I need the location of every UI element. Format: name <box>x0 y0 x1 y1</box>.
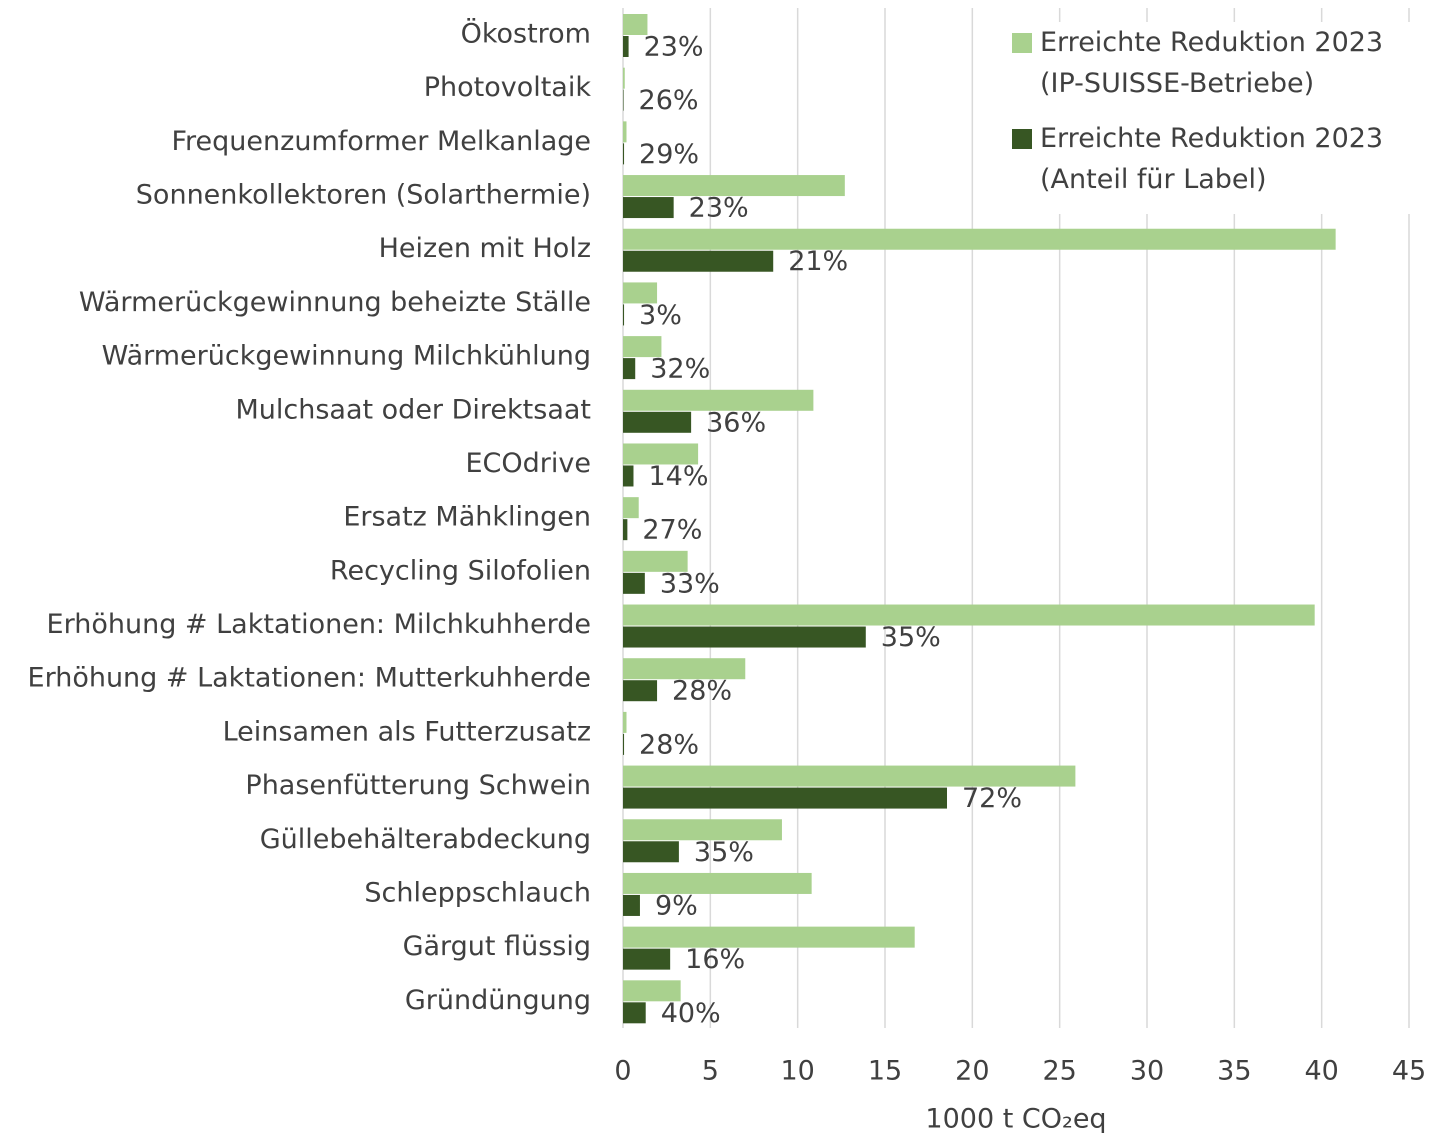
bar <box>623 894 640 916</box>
x-tick-label: 10 <box>780 1056 814 1087</box>
data-label: 35% <box>694 837 754 868</box>
y-tick-label: Erhöhung # Laktationen: Mutterkuhherde <box>28 663 591 694</box>
data-label: 36% <box>706 407 766 438</box>
bar <box>623 197 674 219</box>
y-tick-label: Frequenzumformer Melkanlage <box>171 126 591 157</box>
bar <box>623 443 699 465</box>
legend-item: Erreichte Reduktion 2023 (IP-SUISSE-Betr… <box>1012 22 1412 104</box>
x-tick-label: 45 <box>1392 1056 1426 1087</box>
bar <box>623 926 915 948</box>
bar <box>623 497 639 519</box>
legend-swatch <box>1012 129 1032 149</box>
bar <box>623 389 814 411</box>
bar <box>623 626 866 648</box>
legend-swatch <box>1012 33 1032 53</box>
data-label: 9% <box>655 890 698 921</box>
y-tick-label: Erhöhung # Laktationen: Milchkuhherde <box>47 609 591 640</box>
data-label: 16% <box>685 944 745 975</box>
y-tick-label: Leinsamen als Futterzusatz <box>223 716 591 747</box>
x-tick-label: 25 <box>1042 1056 1076 1087</box>
data-label: 26% <box>639 85 699 116</box>
y-tick-label: Mulchsaat oder Direktsaat <box>235 394 591 425</box>
bar <box>623 358 636 380</box>
bar <box>623 175 845 197</box>
x-tick-label: 20 <box>955 1056 989 1087</box>
data-label: 28% <box>672 676 732 707</box>
bar <box>623 1002 646 1024</box>
bar <box>623 67 625 89</box>
data-label: 35% <box>881 622 941 653</box>
y-tick-label: Gärgut flüssig <box>403 931 591 962</box>
y-tick-label: Güllebehälterabdeckung <box>260 824 591 855</box>
x-tick-label: 30 <box>1130 1056 1164 1087</box>
data-label: 33% <box>660 568 720 599</box>
bar <box>623 572 645 594</box>
bar <box>623 228 1336 250</box>
bar <box>623 36 629 57</box>
bar <box>623 465 634 487</box>
bar <box>623 948 671 970</box>
legend-label: Erreichte Reduktion 2023 (IP-SUISSE-Betr… <box>1040 27 1384 99</box>
bar <box>623 143 625 165</box>
y-tick-label: Sonnenkollektoren (Solarthermie) <box>136 180 591 211</box>
y-tick-label: Wärmerückgewinnung Milchkühlung <box>102 341 591 372</box>
data-label: 72% <box>962 783 1022 814</box>
data-label: 23% <box>644 32 704 63</box>
bar <box>623 336 662 358</box>
x-tick-label: 40 <box>1304 1056 1338 1087</box>
y-tick-label: Schleppschlauch <box>364 877 591 908</box>
legend: Erreichte Reduktion 2023 (IP-SUISSE-Betr… <box>1012 22 1412 214</box>
data-label: 27% <box>642 515 702 546</box>
y-tick-label: Phasenfütterung Schwein <box>245 770 591 801</box>
data-label: 32% <box>650 354 710 385</box>
bar <box>623 872 812 894</box>
y-tick-label: Recycling Silofolien <box>330 555 591 586</box>
bar <box>623 604 1315 626</box>
bar <box>623 89 624 111</box>
x-tick-label: 5 <box>702 1056 719 1087</box>
bar <box>623 411 692 433</box>
y-tick-label: ECOdrive <box>466 448 592 479</box>
bar <box>623 733 625 755</box>
bar <box>623 980 681 1002</box>
y-tick-label: Gründüngung <box>405 985 591 1016</box>
bar <box>623 121 627 143</box>
y-tick-label: Heizen mit Holz <box>379 233 591 264</box>
legend-label: Erreichte Reduktion 2023 (Anteil für Lab… <box>1040 123 1384 195</box>
data-label: 40% <box>661 998 721 1029</box>
y-tick-label: Ersatz Mähklingen <box>343 502 591 533</box>
y-tick-label: Ökostrom <box>461 18 591 50</box>
bar <box>623 519 628 541</box>
bar <box>623 658 746 680</box>
y-tick-label: Photovoltaik <box>424 72 592 103</box>
x-tick-label: 0 <box>614 1056 631 1087</box>
bar <box>623 711 627 733</box>
bar <box>623 550 688 572</box>
y-tick-label: Wärmerückgewinnung beheizte Ställe <box>79 287 591 318</box>
bar <box>623 250 774 272</box>
x-tick-label: 15 <box>868 1056 902 1087</box>
data-label: 14% <box>648 461 708 492</box>
data-label: 21% <box>788 246 848 277</box>
data-label: 23% <box>689 193 749 224</box>
bar <box>623 787 948 809</box>
bar <box>623 282 658 304</box>
data-label: 29% <box>639 139 699 170</box>
legend-item: Erreichte Reduktion 2023 (Anteil für Lab… <box>1012 118 1412 200</box>
data-label: 28% <box>639 729 699 760</box>
bar <box>623 819 782 841</box>
bar <box>623 304 625 326</box>
bar <box>623 841 679 863</box>
bar <box>623 680 658 702</box>
bar <box>623 765 1076 787</box>
x-tick-label: 35 <box>1217 1056 1251 1087</box>
bar <box>623 14 648 35</box>
data-label: 3% <box>639 300 682 331</box>
x-axis-title: 1000 t CO₂eq <box>925 1104 1106 1135</box>
